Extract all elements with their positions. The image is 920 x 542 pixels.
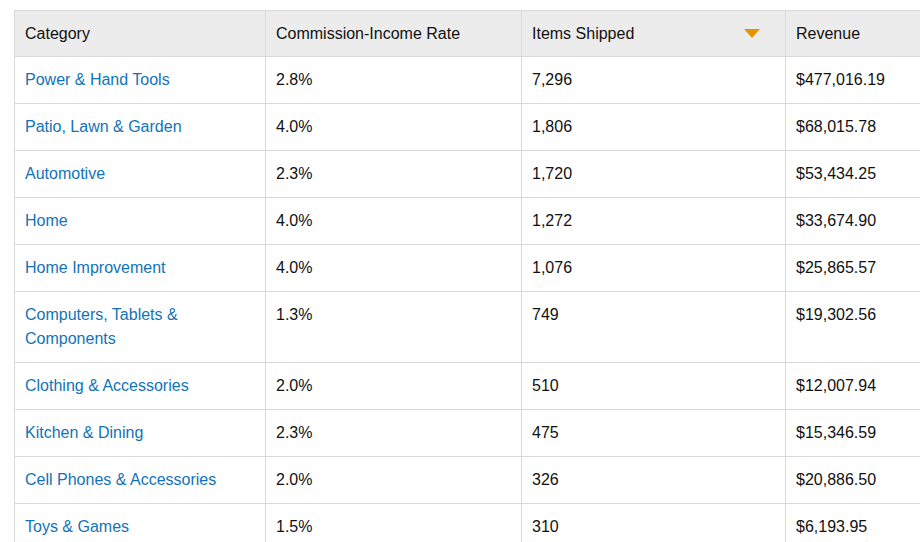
table-row: Automotive 2.3% 1,720 $53,434.25 (15, 151, 920, 198)
table-row: Home Improvement 4.0% 1,076 $25,865.57 (15, 245, 920, 292)
items-shipped-cell: 475 (522, 410, 786, 457)
category-link[interactable]: Home Improvement (25, 256, 166, 280)
column-header-revenue[interactable]: Revenue (786, 11, 920, 57)
category-link[interactable]: Clothing & Accessories (25, 374, 189, 398)
column-header-label: Commission-Income Rate (276, 21, 460, 46)
rate-cell: 1.5% (266, 504, 522, 542)
revenue-cell: $477,016.19 (786, 57, 920, 104)
revenue-cell: $68,015.78 (786, 104, 920, 151)
commission-report-table-container: Category Commission-Income Rate Items Sh… (14, 10, 920, 542)
items-shipped-cell: 1,272 (522, 198, 786, 245)
rate-cell: 2.8% (266, 57, 522, 104)
items-shipped-cell: 510 (522, 363, 786, 410)
category-link[interactable]: Kitchen & Dining (25, 421, 143, 445)
revenue-cell: $33,674.90 (786, 198, 920, 245)
category-cell: Toys & Games (15, 504, 266, 542)
rate-cell: 2.3% (266, 410, 522, 457)
revenue-cell: $53,434.25 (786, 151, 920, 198)
rate-cell: 2.0% (266, 363, 522, 410)
items-shipped-cell: 749 (522, 292, 786, 363)
table-row: Kitchen & Dining 2.3% 475 $15,346.59 (15, 410, 920, 457)
rate-cell: 4.0% (266, 198, 522, 245)
column-header-label: Category (25, 21, 90, 46)
column-header-items-shipped[interactable]: Items Shipped (522, 11, 786, 57)
column-header-category[interactable]: Category (15, 11, 266, 57)
commission-report-table: Category Commission-Income Rate Items Sh… (14, 10, 920, 542)
category-cell: Home Improvement (15, 245, 266, 292)
category-link[interactable]: Toys & Games (25, 515, 129, 539)
rate-cell: 4.0% (266, 104, 522, 151)
rate-cell: 1.3% (266, 292, 522, 363)
revenue-cell: $12,007.94 (786, 363, 920, 410)
category-link[interactable]: Power & Hand Tools (25, 68, 170, 92)
category-link[interactable]: Patio, Lawn & Garden (25, 115, 182, 139)
category-cell: Kitchen & Dining (15, 410, 266, 457)
table-row: Clothing & Accessories 2.0% 510 $12,007.… (15, 363, 920, 410)
items-shipped-cell: 1,806 (522, 104, 786, 151)
category-cell: Clothing & Accessories (15, 363, 266, 410)
revenue-cell: $6,193.95 (786, 504, 920, 542)
category-cell: Patio, Lawn & Garden (15, 104, 266, 151)
revenue-cell: $25,865.57 (786, 245, 920, 292)
items-shipped-cell: 326 (522, 457, 786, 504)
caret-down-icon (744, 29, 760, 38)
category-cell: Home (15, 198, 266, 245)
category-cell: Power & Hand Tools (15, 57, 266, 104)
table-row: Cell Phones & Accessories 2.0% 326 $20,8… (15, 457, 920, 504)
column-header-label: Items Shipped (532, 21, 634, 46)
table-row: Patio, Lawn & Garden 4.0% 1,806 $68,015.… (15, 104, 920, 151)
category-link[interactable]: Home (25, 209, 68, 233)
column-header-label: Revenue (796, 21, 860, 46)
table-row: Toys & Games 1.5% 310 $6,193.95 (15, 504, 920, 542)
items-shipped-cell: 7,296 (522, 57, 786, 104)
revenue-cell: $19,302.56 (786, 292, 920, 363)
items-shipped-cell: 310 (522, 504, 786, 542)
revenue-cell: $20,886.50 (786, 457, 920, 504)
category-cell: Automotive (15, 151, 266, 198)
table-row: Home 4.0% 1,272 $33,674.90 (15, 198, 920, 245)
items-shipped-cell: 1,720 (522, 151, 786, 198)
category-link[interactable]: Cell Phones & Accessories (25, 468, 216, 492)
revenue-cell: $15,346.59 (786, 410, 920, 457)
category-cell: Cell Phones & Accessories (15, 457, 266, 504)
rate-cell: 4.0% (266, 245, 522, 292)
column-header-commission-income-rate[interactable]: Commission-Income Rate (266, 11, 522, 57)
category-cell: Computers, Tablets & Components (15, 292, 266, 363)
rate-cell: 2.3% (266, 151, 522, 198)
category-link[interactable]: Automotive (25, 162, 105, 186)
items-shipped-cell: 1,076 (522, 245, 786, 292)
table-row: Power & Hand Tools 2.8% 7,296 $477,016.1… (15, 57, 920, 104)
rate-cell: 2.0% (266, 457, 522, 504)
category-link[interactable]: Computers, Tablets & Components (25, 303, 255, 351)
header-row: Category Commission-Income Rate Items Sh… (15, 11, 920, 57)
table-row: Computers, Tablets & Components 1.3% 749… (15, 292, 920, 363)
